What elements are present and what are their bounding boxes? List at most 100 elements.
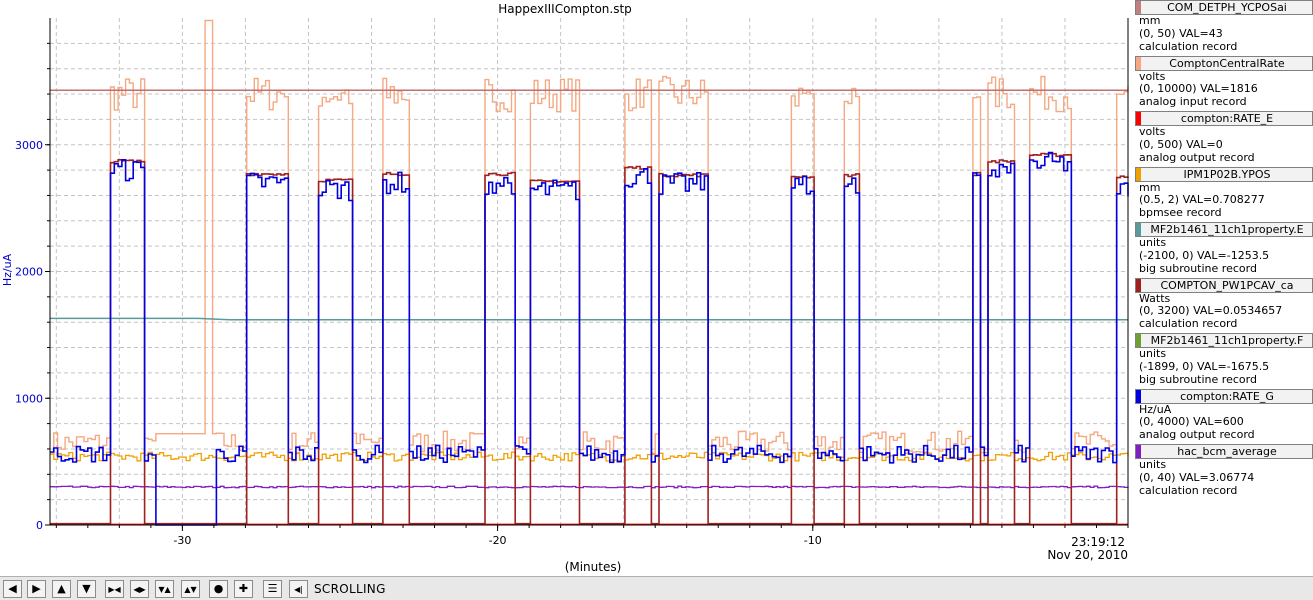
zoom-out-vertical-icon: ▲▼ — [184, 585, 197, 594]
legend-entry[interactable]: compton:RATE_G Hz/uA (0, 4000) VAL=600 anal… — [1135, 388, 1313, 442]
legend-range: (0, 40) VAL=3.06774 — [1139, 470, 1255, 484]
trace-compton-rate-g — [50, 151, 1129, 526]
arrow-right-icon: ▶ — [32, 582, 41, 595]
legend-record: bpmsee record — [1139, 206, 1222, 220]
autoscale-icon: ● — [213, 582, 224, 595]
legend-label-text: MF2b1461_11ch1property.F — [1150, 334, 1304, 347]
legend-label-text: COMPTON_PW1PCAV_ca — [1160, 278, 1294, 292]
legend-range: (0, 10000) VAL=1816 — [1139, 82, 1258, 96]
undo-icon: ◀| — [294, 585, 303, 594]
trace-ipm1p02b-ypos — [50, 451, 1129, 462]
legend-color-swatch — [1136, 334, 1141, 347]
traces — [50, 19, 1129, 526]
y-tick-label: 1000 — [15, 392, 43, 405]
x-tick-label: -20 — [489, 534, 507, 547]
legend-color-swatch — [1136, 389, 1141, 403]
legend-label[interactable]: ComptonCentralRate — [1135, 55, 1313, 71]
legend-label-text: IPM1P02B.YPOS — [1183, 167, 1271, 181]
current-time-label: 23:19:12 — [1071, 535, 1125, 549]
legend-label-text: ComptonCentralRate — [1169, 56, 1285, 70]
legend-record: analog input record — [1139, 95, 1247, 109]
legend-color-swatch — [1136, 278, 1141, 292]
x-tick-label: -10 — [804, 534, 822, 547]
legend-label[interactable]: IPM1P02B.YPOS — [1135, 166, 1313, 182]
plus-icon: ✚ — [238, 582, 249, 595]
strip-chart[interactable]: 0 1000 2000 3000 -30 -20 -10 HappexIIICompton.… — [0, 0, 1133, 576]
zoom-out-y-button[interactable]: ▲▼ — [181, 580, 200, 598]
toolbar: SCROLLING ◀ ▶ ▲ ▼ ▶◀ ◀▶ ▼▲ ▲▼ ● ✚ ☰ ◀| — [0, 576, 1313, 600]
legend-label[interactable]: compton:RATE_G — [1135, 388, 1313, 404]
zoom-in-vertical-icon: ▼▲ — [158, 585, 171, 594]
autoscale-button[interactable]: ● — [209, 580, 228, 598]
trace-compton-pw1pcav — [50, 152, 1129, 525]
legend-label-text: compton:RATE_E — [1180, 112, 1274, 125]
scroll-down-button[interactable]: ▼ — [77, 580, 96, 598]
legend-unit: mm — [1139, 14, 1161, 27]
legend-record: analog output record — [1139, 428, 1255, 442]
legend-entry[interactable]: MF2b1461_11ch1property.F units (-1899, 0) … — [1135, 333, 1313, 386]
legend-unit: Watts — [1139, 291, 1171, 305]
legend-entry[interactable]: hac_bcm_average units (0, 40) VAL=3.06774 c… — [1135, 444, 1313, 497]
config-button[interactable]: ☰ — [263, 580, 282, 598]
chart-title: HappexIIICompton.stp — [498, 2, 632, 16]
scroll-right-button[interactable]: ▶ — [27, 580, 46, 598]
legend-entry[interactable]: MF2b1461_11ch1property.E units (-2100, 0) … — [1135, 222, 1313, 275]
legend-label[interactable]: MF2b1461_11ch1property.E — [1135, 222, 1313, 237]
x-tick-label: -30 — [173, 534, 191, 547]
zoom-out-horizontal-icon: ◀▶ — [133, 585, 146, 594]
legend-range: (0.5, 2) VAL=0.708277 — [1139, 193, 1265, 207]
mode-status: SCROLLING — [314, 582, 386, 596]
legend-color-swatch — [1136, 56, 1141, 70]
zoom-in-horizontal-icon: ▶◀ — [108, 585, 121, 594]
legend-unit: mm — [1139, 180, 1161, 194]
legend-label-text: COM_DETPH_YCPOSai — [1167, 1, 1287, 14]
legend-entry[interactable]: compton:RATE_E volts (0, 500) VAL=0 analog … — [1135, 111, 1313, 164]
legend-range: (0, 3200) VAL=0.0534657 — [1139, 304, 1283, 318]
current-date-label: Nov 20, 2010 — [1047, 548, 1128, 562]
legend-range: (0, 50) VAL=43 — [1139, 26, 1223, 40]
back-button[interactable]: ◀| — [289, 580, 308, 598]
y-tick-label: 0 — [36, 519, 43, 532]
legend-label-text: MF2b1461_11ch1property.E — [1150, 223, 1304, 236]
scroll-up-button[interactable]: ▲ — [52, 580, 71, 598]
config-icon: ☰ — [267, 582, 278, 595]
arrow-down-icon: ▼ — [82, 582, 91, 595]
trace-compton-central-rate — [50, 19, 1129, 455]
legend-label-text: compton:RATE_G — [1180, 389, 1274, 403]
legend-range: (-1899, 0) VAL=-1675.5 — [1139, 359, 1270, 373]
scroll-left-button[interactable]: ◀ — [3, 580, 22, 598]
legend-label[interactable]: COM_DETPH_YCPOSai — [1135, 0, 1313, 15]
zoom-in-y-button[interactable]: ▼▲ — [155, 580, 174, 598]
legend-entry[interactable]: COMPTON_PW1PCAV_ca Watts (0, 3200) VAL=0.0… — [1135, 277, 1313, 331]
x-axis-label: (Minutes) — [565, 560, 622, 574]
legend: COM_DETPH_YCPOSai mm (0, 50) VAL=43 calcula… — [1133, 0, 1313, 500]
legend-label[interactable]: compton:RATE_E — [1135, 111, 1313, 126]
y-tick-label: 2000 — [15, 266, 43, 279]
trace-mf2b1461-11ch1property-e — [50, 317, 1128, 321]
legend-record: calculation record — [1139, 317, 1238, 331]
legend-record: calculation record — [1139, 39, 1238, 53]
legend-range: (0, 4000) VAL=600 — [1139, 415, 1244, 429]
arrow-left-icon: ◀ — [8, 582, 17, 595]
legend-label-text: hac_bcm_average — [1177, 445, 1277, 458]
legend-label[interactable]: COMPTON_PW1PCAV_ca — [1135, 277, 1313, 293]
legend-label[interactable]: MF2b1461_11ch1property.F — [1135, 333, 1313, 348]
add-trace-button[interactable]: ✚ — [234, 580, 253, 598]
trace-hac-bcm-average — [50, 485, 1129, 489]
legend-entry[interactable]: IPM1P02B.YPOS mm (0.5, 2) VAL=0.708277 bpms… — [1135, 166, 1313, 220]
legend-label[interactable]: hac_bcm_average — [1135, 444, 1313, 459]
legend-entry[interactable]: ComptonCentralRate volts (0, 10000) VAL=18… — [1135, 55, 1313, 109]
legend-record: analog output record — [1139, 150, 1255, 164]
legend-record: big subroutine record — [1139, 261, 1257, 275]
axes: 0 1000 2000 3000 -30 -20 -10 — [15, 18, 1129, 547]
legend-color-swatch — [1136, 445, 1141, 458]
zoom-in-x-button[interactable]: ▶◀ — [105, 580, 124, 598]
legend-unit: Hz/uA — [1139, 402, 1172, 416]
zoom-out-x-button[interactable]: ◀▶ — [130, 580, 149, 598]
legend-unit: units — [1139, 236, 1167, 249]
y-tick-label: 3000 — [15, 139, 43, 152]
legend-unit: units — [1139, 347, 1167, 360]
legend-color-swatch — [1136, 167, 1141, 181]
arrow-up-icon: ▲ — [57, 582, 66, 595]
